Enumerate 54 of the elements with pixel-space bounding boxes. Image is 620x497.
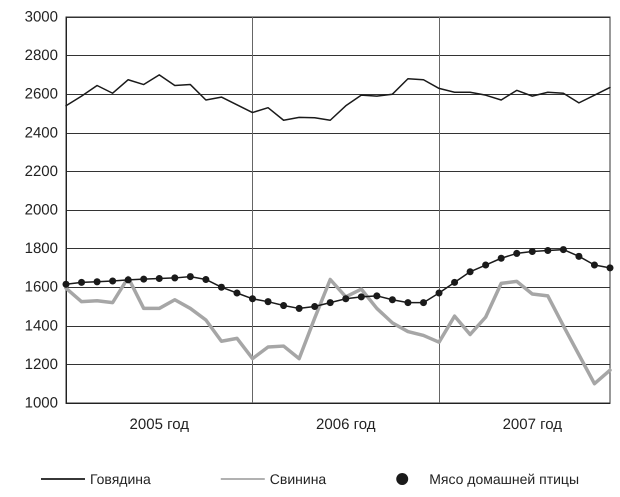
point	[264, 298, 272, 306]
y-tick-label: 2800	[24, 47, 58, 64]
point	[94, 278, 101, 286]
x-tick-label: 2005 год	[130, 416, 190, 433]
legend-label: Говядина	[90, 471, 151, 487]
point	[451, 278, 458, 286]
point	[482, 262, 490, 269]
point	[498, 254, 505, 262]
point	[513, 250, 520, 257]
point	[575, 252, 582, 260]
point	[202, 276, 210, 283]
point	[466, 268, 474, 276]
y-tick-label: 1600	[24, 278, 58, 296]
point	[78, 278, 86, 286]
y-tick-label: 2400	[24, 124, 58, 142]
point	[280, 302, 288, 310]
y-tick-label: 1800	[24, 240, 58, 258]
point	[186, 273, 194, 280]
point	[528, 248, 536, 255]
y-tick-label: 1000	[24, 394, 58, 412]
point	[590, 262, 598, 269]
legend-label: Свинина	[270, 471, 326, 487]
point	[124, 276, 132, 284]
point	[373, 292, 380, 300]
y-tick-label: 3000	[24, 8, 58, 26]
point	[436, 289, 443, 296]
point	[218, 284, 225, 291]
point	[420, 299, 427, 306]
point	[560, 246, 567, 254]
point	[311, 303, 318, 310]
y-tick-label: 2000	[24, 202, 58, 218]
point	[606, 264, 614, 272]
y-tick-label: 2200	[24, 162, 58, 180]
point	[358, 293, 365, 300]
line-series	[64, 276, 612, 386]
point	[544, 247, 552, 254]
point	[249, 295, 256, 302]
point	[171, 274, 178, 282]
x-tick-label: 2006 год	[316, 416, 376, 433]
point	[109, 278, 116, 285]
y-tick-label: 1400	[24, 317, 58, 334]
point	[62, 280, 70, 288]
point	[140, 276, 148, 283]
x-tick-label: 2007 год	[502, 416, 562, 433]
point	[388, 296, 396, 304]
point	[296, 304, 303, 312]
point	[342, 295, 350, 302]
point	[233, 289, 240, 296]
point	[326, 299, 334, 306]
legend-label: Мясо домашней птицы	[429, 471, 580, 487]
y-tick-label: 2600	[24, 86, 58, 103]
y-tick-label: 1200	[24, 356, 58, 373]
point	[156, 275, 163, 282]
point	[404, 299, 412, 306]
